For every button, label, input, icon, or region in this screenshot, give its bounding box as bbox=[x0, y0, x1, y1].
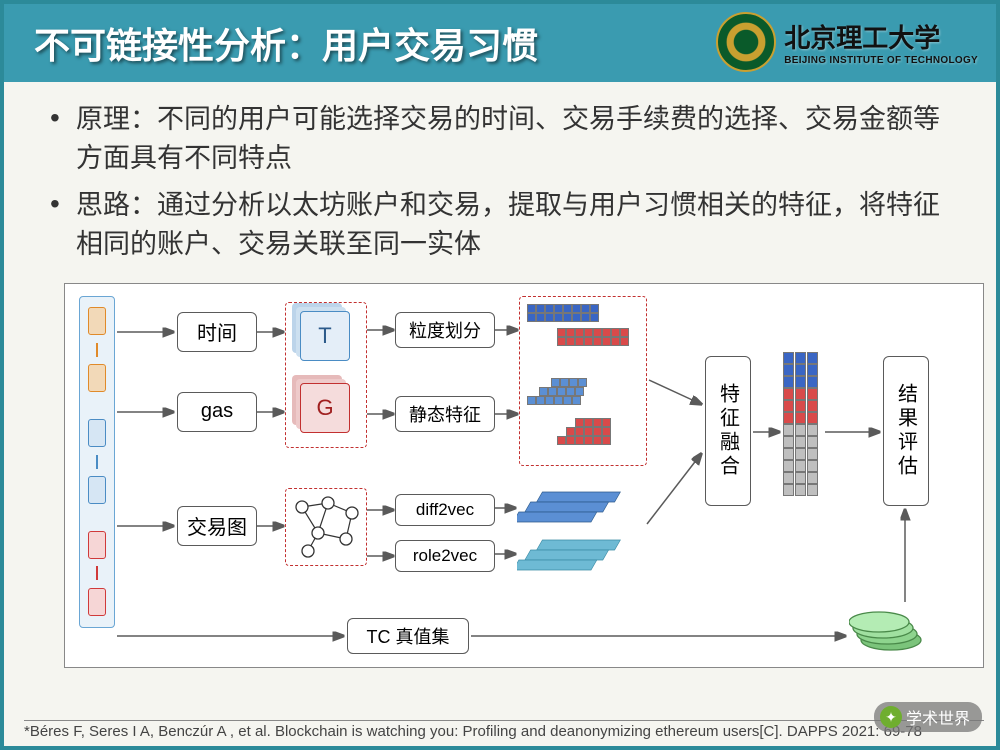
header-bar: 不可链接性分析：用户交易习惯 北京理工大学 BEIJING INSTITUTE … bbox=[4, 4, 996, 82]
bullet-item: 思路：通过分析以太坊账户和交易，提取与用户习惯相关的特征，将特征相同的账户、交易… bbox=[44, 186, 956, 264]
diagram-arrows bbox=[65, 284, 985, 669]
slide-title: 不可链接性分析：用户交易习惯 bbox=[34, 17, 538, 69]
university-logo: 北京理工大学 BEIJING INSTITUTE OF TECHNOLOGY bbox=[716, 12, 978, 72]
pipeline-diagram: 时间 gas 交易图 T G bbox=[64, 283, 984, 668]
logo-badge-icon bbox=[716, 12, 776, 72]
wechat-icon: ✦ bbox=[880, 706, 902, 728]
bullet-list: 原理：不同的用户可能选择交易的时间、交易手续费的选择、交易金额等方面具有不同特点… bbox=[44, 100, 956, 265]
citation-text: *Béres F, Seres I A, Benczúr A , et al. … bbox=[24, 720, 984, 740]
watermark: ✦ 学术世界 bbox=[874, 702, 982, 732]
content-area: 原理：不同的用户可能选择交易的时间、交易手续费的选择、交易金额等方面具有不同特点… bbox=[4, 82, 996, 668]
bullet-item: 原理：不同的用户可能选择交易的时间、交易手续费的选择、交易金额等方面具有不同特点 bbox=[44, 100, 956, 178]
logo-text: 北京理工大学 BEIJING INSTITUTE OF TECHNOLOGY bbox=[784, 18, 978, 66]
